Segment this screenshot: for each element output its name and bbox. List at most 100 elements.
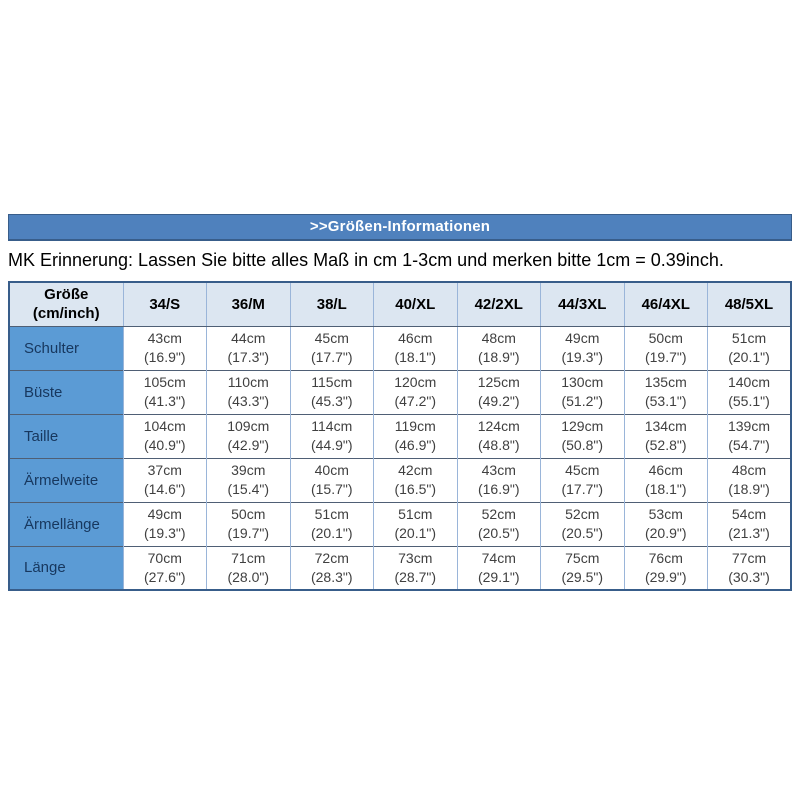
- measurement-cell: 115cm (45.3"): [289, 369, 374, 414]
- measurement-inch-value: (15.4"): [227, 481, 270, 497]
- measurement-inch-value: (20.1"): [394, 525, 437, 541]
- measurement-inch-value: (15.7"): [310, 481, 353, 497]
- measurement-cell: 76cm (29.9"): [623, 545, 708, 590]
- measurement-inch-value: (28.7"): [394, 568, 437, 585]
- measurement-inch-value: (46.9"): [394, 437, 437, 453]
- measurement-inch-value: (29.5"): [561, 568, 604, 585]
- measurement-cm-value: 124cm: [477, 418, 520, 434]
- measurement-cm-value: 75cm: [565, 549, 600, 566]
- measurement-cell: 74cm (29.1"): [456, 545, 541, 590]
- measurement-cm-value: 44cm: [231, 330, 266, 346]
- measurement-inch-value: (19.7"): [227, 525, 270, 541]
- measurement-cell: 51cm (20.1"): [707, 326, 791, 370]
- measurement-inch-value: (16.9"): [477, 481, 520, 497]
- measurement-cm-value: 73cm: [398, 549, 433, 566]
- measurement-cell: 42cm (16.5"): [373, 457, 457, 502]
- corner-header-line2: (cm/inch): [32, 305, 100, 323]
- measurement-cell: 48cm (18.9"): [456, 326, 541, 370]
- measurement-cm-value: 48cm: [731, 462, 767, 478]
- measurement-inch-value: (21.3"): [728, 525, 770, 541]
- measurement-inch-value: (20.9"): [644, 525, 687, 541]
- measurement-inch-value: (19.3"): [561, 349, 604, 365]
- measurement-reminder-note: MK Erinnerung: Lassen Sie bitte alles Ma…: [8, 250, 724, 270]
- measurement-inch-value: (42.9"): [227, 437, 270, 453]
- measurement-cell: 52cm (20.5"): [456, 501, 541, 546]
- measurement-inch-value: (16.5"): [394, 481, 437, 497]
- size-chart-header-row: Größe (cm/inch) 34/S 36/M 38/L 40/XL 42/2XL 4…: [9, 282, 791, 327]
- measurement-cm-value: 119cm: [394, 418, 436, 434]
- measurement-cell: 49cm (19.3"): [122, 501, 207, 546]
- measurement-inch-value: (18.1"): [644, 481, 687, 497]
- measurement-inch-value: (40.9"): [143, 437, 186, 453]
- measurement-inch-value: (19.7"): [644, 349, 687, 365]
- measurement-cell: 110cm (43.3"): [206, 369, 290, 414]
- measurement-cell: 71cm (28.0"): [206, 545, 290, 590]
- measurement-inch-value: (20.5"): [561, 525, 604, 541]
- measurement-inch-value: (17.3"): [227, 349, 270, 365]
- measurement-cm-value: 37cm: [147, 462, 182, 478]
- measurement-cell: 46cm (18.1"): [623, 457, 708, 502]
- measurement-cm-value: 134cm: [644, 418, 687, 434]
- measurement-cm-value: 140cm: [727, 374, 771, 390]
- measurement-cell: 40cm (15.7"): [289, 457, 374, 502]
- measurement-row: Taille 104cm (40.9") 109cm (42.9") 114cm (44.9…: [9, 413, 791, 458]
- measurement-cm-value: 50cm: [648, 330, 683, 346]
- measurement-cell: 50cm (19.7"): [206, 501, 290, 546]
- size-column-header: 44/3XL: [540, 282, 624, 327]
- measurement-inch-value: (27.6"): [143, 568, 186, 585]
- measurement-inch-value: (45.3"): [310, 393, 353, 409]
- measurement-inch-value: (18.1"): [394, 349, 437, 365]
- measurement-cell: 109cm (42.9"): [206, 413, 290, 458]
- size-column-header: 42/2XL: [456, 282, 541, 327]
- measurement-cm-value: 129cm: [561, 418, 604, 434]
- measurement-row-label: Schulter: [9, 326, 123, 370]
- measurement-cm-value: 51cm: [398, 506, 433, 522]
- measurement-cell: 130cm (51.2"): [540, 369, 624, 414]
- measurement-row: Länge 70cm (27.6") 71cm (28.0") 72cm (28.3") 73…: [9, 545, 791, 590]
- size-chart-table: Größe (cm/inch) 34/S 36/M 38/L 40/XL 42/2XL 4…: [8, 281, 792, 591]
- measurement-inch-value: (28.0"): [227, 568, 270, 585]
- measurement-cm-value: 45cm: [314, 330, 349, 346]
- measurement-inch-value: (49.2"): [477, 393, 520, 409]
- measurement-cell: 51cm (20.1"): [289, 501, 374, 546]
- size-column-header: 36/M: [206, 282, 290, 327]
- measurement-inch-value: (17.7"): [561, 481, 604, 497]
- size-column-header: 38/L: [289, 282, 374, 327]
- measurement-cell: 129cm (50.8"): [540, 413, 624, 458]
- measurement-inch-value: (43.3"): [227, 393, 270, 409]
- measurement-cm-value: 115cm: [311, 374, 353, 390]
- measurement-cm-value: 51cm: [314, 506, 349, 522]
- measurement-cm-value: 46cm: [398, 330, 433, 346]
- measurement-cell: 114cm (44.9"): [289, 413, 374, 458]
- measurement-row-label: Taille: [9, 413, 123, 458]
- measurement-cm-value: 46cm: [648, 462, 683, 478]
- measurement-inch-value: (16.9"): [143, 349, 186, 365]
- measurement-cm-value: 40cm: [314, 462, 349, 478]
- measurement-cell: 45cm (17.7"): [540, 457, 624, 502]
- measurement-cm-value: 72cm: [314, 549, 349, 566]
- measurement-inch-value: (50.8"): [561, 437, 604, 453]
- measurement-row: Schulter 43cm (16.9") 44cm (17.3") 45cm (17.7"…: [9, 326, 791, 370]
- measurement-cell: 77cm (30.3"): [707, 545, 791, 590]
- measurement-cell: 54cm (21.3"): [707, 501, 791, 546]
- measurement-cell: 52cm (20.5"): [540, 501, 624, 546]
- measurement-cell: 50cm (19.7"): [623, 326, 708, 370]
- corner-header-cell: Größe (cm/inch): [9, 282, 123, 327]
- measurement-row-label: Länge: [9, 545, 123, 590]
- measurement-cm-value: 120cm: [394, 374, 437, 390]
- size-info-title-bar: >>Größen-Informationen: [8, 214, 792, 241]
- measurement-cm-value: 125cm: [477, 374, 520, 390]
- measurement-inch-value: (18.9"): [728, 481, 770, 497]
- measurement-inch-value: (14.6"): [143, 481, 186, 497]
- measurement-cm-value: 50cm: [231, 506, 266, 522]
- measurement-cell: 134cm (52.8"): [623, 413, 708, 458]
- measurement-cell: 140cm (55.1"): [707, 369, 791, 414]
- measurement-cm-value: 54cm: [731, 506, 767, 522]
- measurement-inch-value: (20.5"): [477, 525, 520, 541]
- measurement-cm-value: 49cm: [565, 330, 600, 346]
- measurement-cell: 48cm (18.9"): [707, 457, 791, 502]
- measurement-cell: 70cm (27.6"): [122, 545, 207, 590]
- measurement-inch-value: (17.7"): [310, 349, 353, 365]
- measurement-cm-value: 42cm: [398, 462, 433, 478]
- measurement-row-label: Ärmelweite: [9, 457, 123, 502]
